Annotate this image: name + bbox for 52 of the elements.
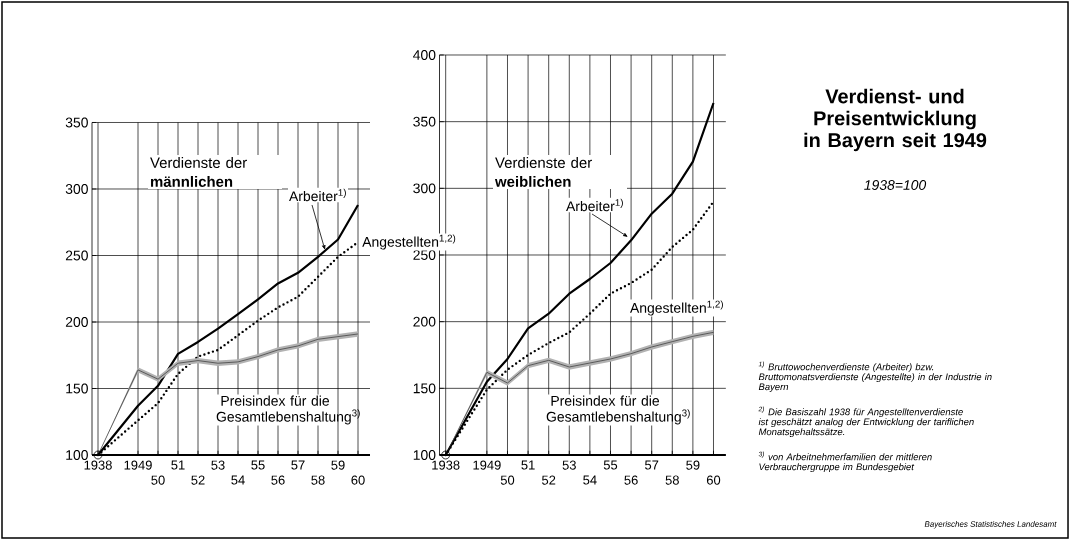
x-tick-label: 51 [171, 460, 185, 470]
x-tick-label: 1949 [124, 460, 152, 470]
x-tick-label: 55 [251, 460, 265, 470]
y-tick-label: 350 [65, 117, 88, 128]
text: Preisindex für die Gesamtlebenshaltung$^{3)}$ [546, 395, 690, 425]
x-tick-label: 52 [191, 475, 205, 485]
series-label: Arbeiter$^{1)}$ [289, 188, 346, 202]
x-tick-label: 58 [311, 475, 325, 485]
x-tick-label: 1938 [432, 460, 460, 470]
y-tick-label: 100 [413, 450, 436, 460]
x-tick-label: 50 [151, 475, 165, 485]
y-tick-label: 150 [413, 383, 436, 394]
x-tick-label: 59 [331, 460, 345, 470]
text: 1938=100 [864, 180, 927, 190]
x-tick-label: 50 [500, 475, 515, 485]
y-tick-label: 200 [65, 317, 88, 327]
x-tick-label: 56 [624, 475, 638, 485]
x-tick-label: 58 [665, 475, 679, 485]
text: $^{2)}$ Die Basiszahl 1938 für Angestelltenverdienste ist geschätzt analog der Entwicklung der tariflichen Monatsgehaltssätze. [758, 406, 974, 438]
text: Verdienste der weiblichen [494, 157, 592, 187]
x-tick-label: 60 [706, 475, 721, 485]
y-tick-label: 350 [413, 116, 436, 127]
y-tick-label: 250 [413, 250, 436, 260]
y-tick-label: 200 [413, 316, 436, 327]
y-tick-label: 250 [65, 250, 88, 261]
x-tick-label: 1938 [84, 460, 112, 470]
x-tick-label: 57 [291, 460, 305, 470]
x-tick-label: 54 [583, 475, 597, 485]
x-tick-label: 60 [351, 475, 365, 485]
x-tick-label: 57 [645, 460, 659, 470]
y-tick-label: 150 [66, 383, 88, 394]
text: $^{1)}$ Bruttowochenverdienste (Arbeiter) bzw. Bruttomonatsverdienste (Angestellte) in der Industrie in Bayern [758, 361, 992, 393]
series-label: Angestellten$^{1,2)}$ [630, 300, 723, 316]
x-tick-label: 54 [231, 475, 245, 485]
text: $^{3)}$ von Arbeitnehmerfamilien der mittleren Verbrauchergruppe im Bundesgebiet [758, 451, 932, 473]
x-tick-label: 56 [271, 475, 285, 485]
x-tick-label: 59 [686, 460, 700, 470]
y-tick-label: 300 [413, 183, 436, 194]
text: Verdienste der männlichen [150, 157, 247, 187]
y-tick-label: 100 [66, 450, 88, 460]
x-tick-label: 52 [542, 475, 556, 485]
x-tick-label: 53 [562, 460, 576, 470]
x-tick-label: 1949 [473, 460, 501, 470]
x-tick-label: 55 [603, 460, 618, 470]
y-tick-label: 400 [413, 50, 436, 60]
x-tick-label: 51 [521, 460, 535, 470]
text: Preisindex für die Gesamtlebenshaltung$^{3)}$ [216, 395, 360, 425]
series-label: Arbeiter$^{1)}$ [566, 198, 623, 212]
text: Verdienst- und Preisentwicklung in Bayern seit 1949 [804, 88, 987, 152]
y-tick-label: 300 [65, 184, 88, 194]
x-tick-label: 53 [211, 460, 225, 470]
series-label: Angestellten$^{1,2)}$ [362, 234, 456, 250]
